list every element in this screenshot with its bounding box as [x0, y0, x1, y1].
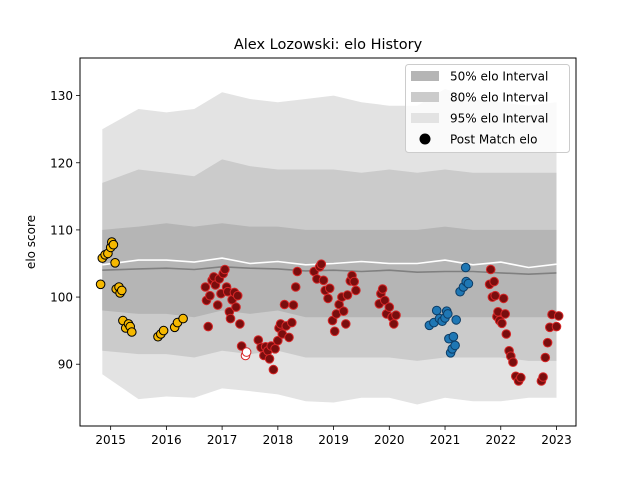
x-tick-label: 2020: [374, 433, 405, 447]
post-match-point: [431, 305, 442, 316]
post-match-point: [338, 306, 349, 317]
legend: 50% elo Interval 80% elo Interval 95% elo …: [405, 64, 570, 153]
post-match-point: [117, 285, 127, 296]
post-match-point: [443, 309, 453, 319]
chart-title: Alex Lozowski: elo History: [234, 37, 423, 53]
legend-swatch: [411, 92, 439, 102]
post-match-point: [460, 262, 471, 273]
post-match-point: [329, 326, 340, 337]
post-match-point: [508, 357, 518, 368]
post-match-point: [500, 309, 511, 319]
legend-label: Post Match elo: [450, 133, 537, 147]
post-match-point: [380, 295, 390, 306]
legend-swatch: [411, 71, 439, 81]
post-match-point: [450, 340, 460, 351]
post-match-point: [324, 283, 335, 294]
y-tick-label: 110: [50, 223, 73, 237]
post-match-point: [377, 284, 388, 294]
post-match-point: [292, 266, 303, 277]
legend-marker: [419, 133, 431, 145]
post-match-point: [342, 290, 353, 300]
x-tick-label: 2015: [95, 433, 126, 447]
post-match-point: [232, 290, 243, 301]
y-axis: 90 100 110 120 130: [50, 89, 80, 372]
y-tick-label: 100: [50, 291, 73, 305]
post-match-point: [497, 318, 507, 329]
post-match-point: [284, 332, 294, 343]
post-match-point: [389, 319, 399, 329]
post-match-point: [225, 313, 236, 324]
y-axis-label: elo score: [24, 215, 38, 269]
post-match-point: [501, 329, 512, 339]
post-match-point: [553, 311, 564, 321]
x-tick-label: 2018: [263, 433, 294, 447]
plot-frame: [79, 57, 577, 427]
y-tick-label: 120: [50, 156, 73, 170]
post-match-point: [485, 264, 496, 275]
legend-swatch: [411, 113, 439, 123]
legend-box: [405, 64, 570, 153]
post-match-point: [287, 317, 297, 328]
post-match-point: [516, 372, 526, 383]
post-match-point: [270, 344, 280, 354]
post-match-point: [290, 282, 301, 292]
post-match-point: [391, 310, 401, 321]
post-match-point: [490, 290, 501, 301]
x-tick-label: 2023: [541, 433, 572, 447]
post-match-point: [540, 352, 551, 363]
post-match-point: [220, 264, 230, 275]
post-match-point: [288, 300, 299, 310]
post-match-point: [448, 331, 459, 342]
post-match-point: [498, 293, 509, 304]
x-axis: 2015 2016 2017 2018 2019 2020 2021 2022 2023: [95, 426, 572, 447]
post-match-point: [318, 275, 329, 286]
legend-label: 50% elo Interval: [450, 70, 548, 84]
y-tick-label: 90: [58, 358, 73, 372]
x-tick-label: 2022: [485, 433, 516, 447]
post-match-point: [384, 302, 395, 312]
post-match-point: [341, 319, 351, 329]
post-match-point: [108, 239, 119, 250]
post-match-point: [178, 313, 188, 324]
post-match-point: [268, 364, 279, 375]
x-tick-label: 2019: [318, 433, 349, 447]
post-match-point: [451, 315, 462, 325]
x-tick-label: 2017: [207, 433, 238, 447]
x-tick-label: 2021: [430, 433, 461, 447]
post-match-point: [323, 293, 333, 304]
legend-label: 80% elo Interval: [450, 91, 548, 105]
post-match-point: [463, 278, 474, 289]
post-match-point: [538, 372, 548, 382]
post-match-point: [235, 319, 245, 329]
post-match-point: [551, 321, 562, 332]
median-elo-line: [102, 265, 557, 276]
post-match-point: [489, 276, 499, 287]
elo-lines: [102, 257, 557, 276]
post-match-point: [110, 258, 120, 268]
post-match-point: [203, 321, 213, 332]
post-match-point: [542, 337, 553, 348]
upper-elo-line: [102, 257, 557, 269]
post-match-point: [127, 327, 137, 337]
legend-label: 95% elo Interval: [450, 112, 548, 126]
post-match-point: [273, 335, 283, 346]
post-match-points: [95, 237, 564, 386]
post-match-point: [200, 282, 211, 292]
post-match-point: [349, 276, 360, 287]
post-match-point: [95, 279, 106, 290]
post-match-point: [316, 259, 327, 270]
post-match-point: [351, 285, 361, 296]
post-match-point: [158, 325, 169, 336]
post-match-point: [264, 354, 275, 364]
post-match-point: [279, 299, 290, 310]
x-tick-label: 2016: [151, 433, 182, 447]
y-tick-label: 130: [50, 89, 73, 103]
post-match-point: [205, 290, 215, 301]
post-match-point: [231, 302, 241, 312]
post-match-point: [212, 300, 223, 310]
post-match-point: [241, 347, 252, 357]
